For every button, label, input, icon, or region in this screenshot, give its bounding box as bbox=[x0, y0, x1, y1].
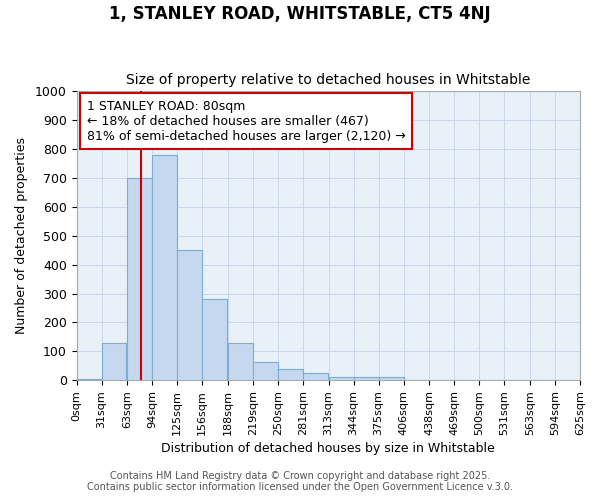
X-axis label: Distribution of detached houses by size in Whitstable: Distribution of detached houses by size … bbox=[161, 442, 495, 455]
Bar bbox=[228, 342, 253, 380]
Bar bbox=[303, 373, 328, 380]
Bar bbox=[77, 379, 101, 380]
Bar bbox=[329, 378, 353, 380]
Bar bbox=[253, 362, 278, 380]
Text: Contains HM Land Registry data © Crown copyright and database right 2025.
Contai: Contains HM Land Registry data © Crown c… bbox=[87, 471, 513, 492]
Bar bbox=[379, 378, 404, 380]
Bar bbox=[177, 250, 202, 380]
Bar bbox=[101, 342, 127, 380]
Title: Size of property relative to detached houses in Whitstable: Size of property relative to detached ho… bbox=[126, 73, 530, 87]
Bar bbox=[353, 378, 379, 380]
Bar bbox=[127, 178, 152, 380]
Bar bbox=[278, 369, 303, 380]
Bar bbox=[202, 300, 227, 380]
Y-axis label: Number of detached properties: Number of detached properties bbox=[15, 137, 28, 334]
Text: 1, STANLEY ROAD, WHITSTABLE, CT5 4NJ: 1, STANLEY ROAD, WHITSTABLE, CT5 4NJ bbox=[109, 5, 491, 23]
Bar bbox=[152, 154, 177, 380]
Text: 1 STANLEY ROAD: 80sqm
← 18% of detached houses are smaller (467)
81% of semi-det: 1 STANLEY ROAD: 80sqm ← 18% of detached … bbox=[86, 100, 406, 142]
